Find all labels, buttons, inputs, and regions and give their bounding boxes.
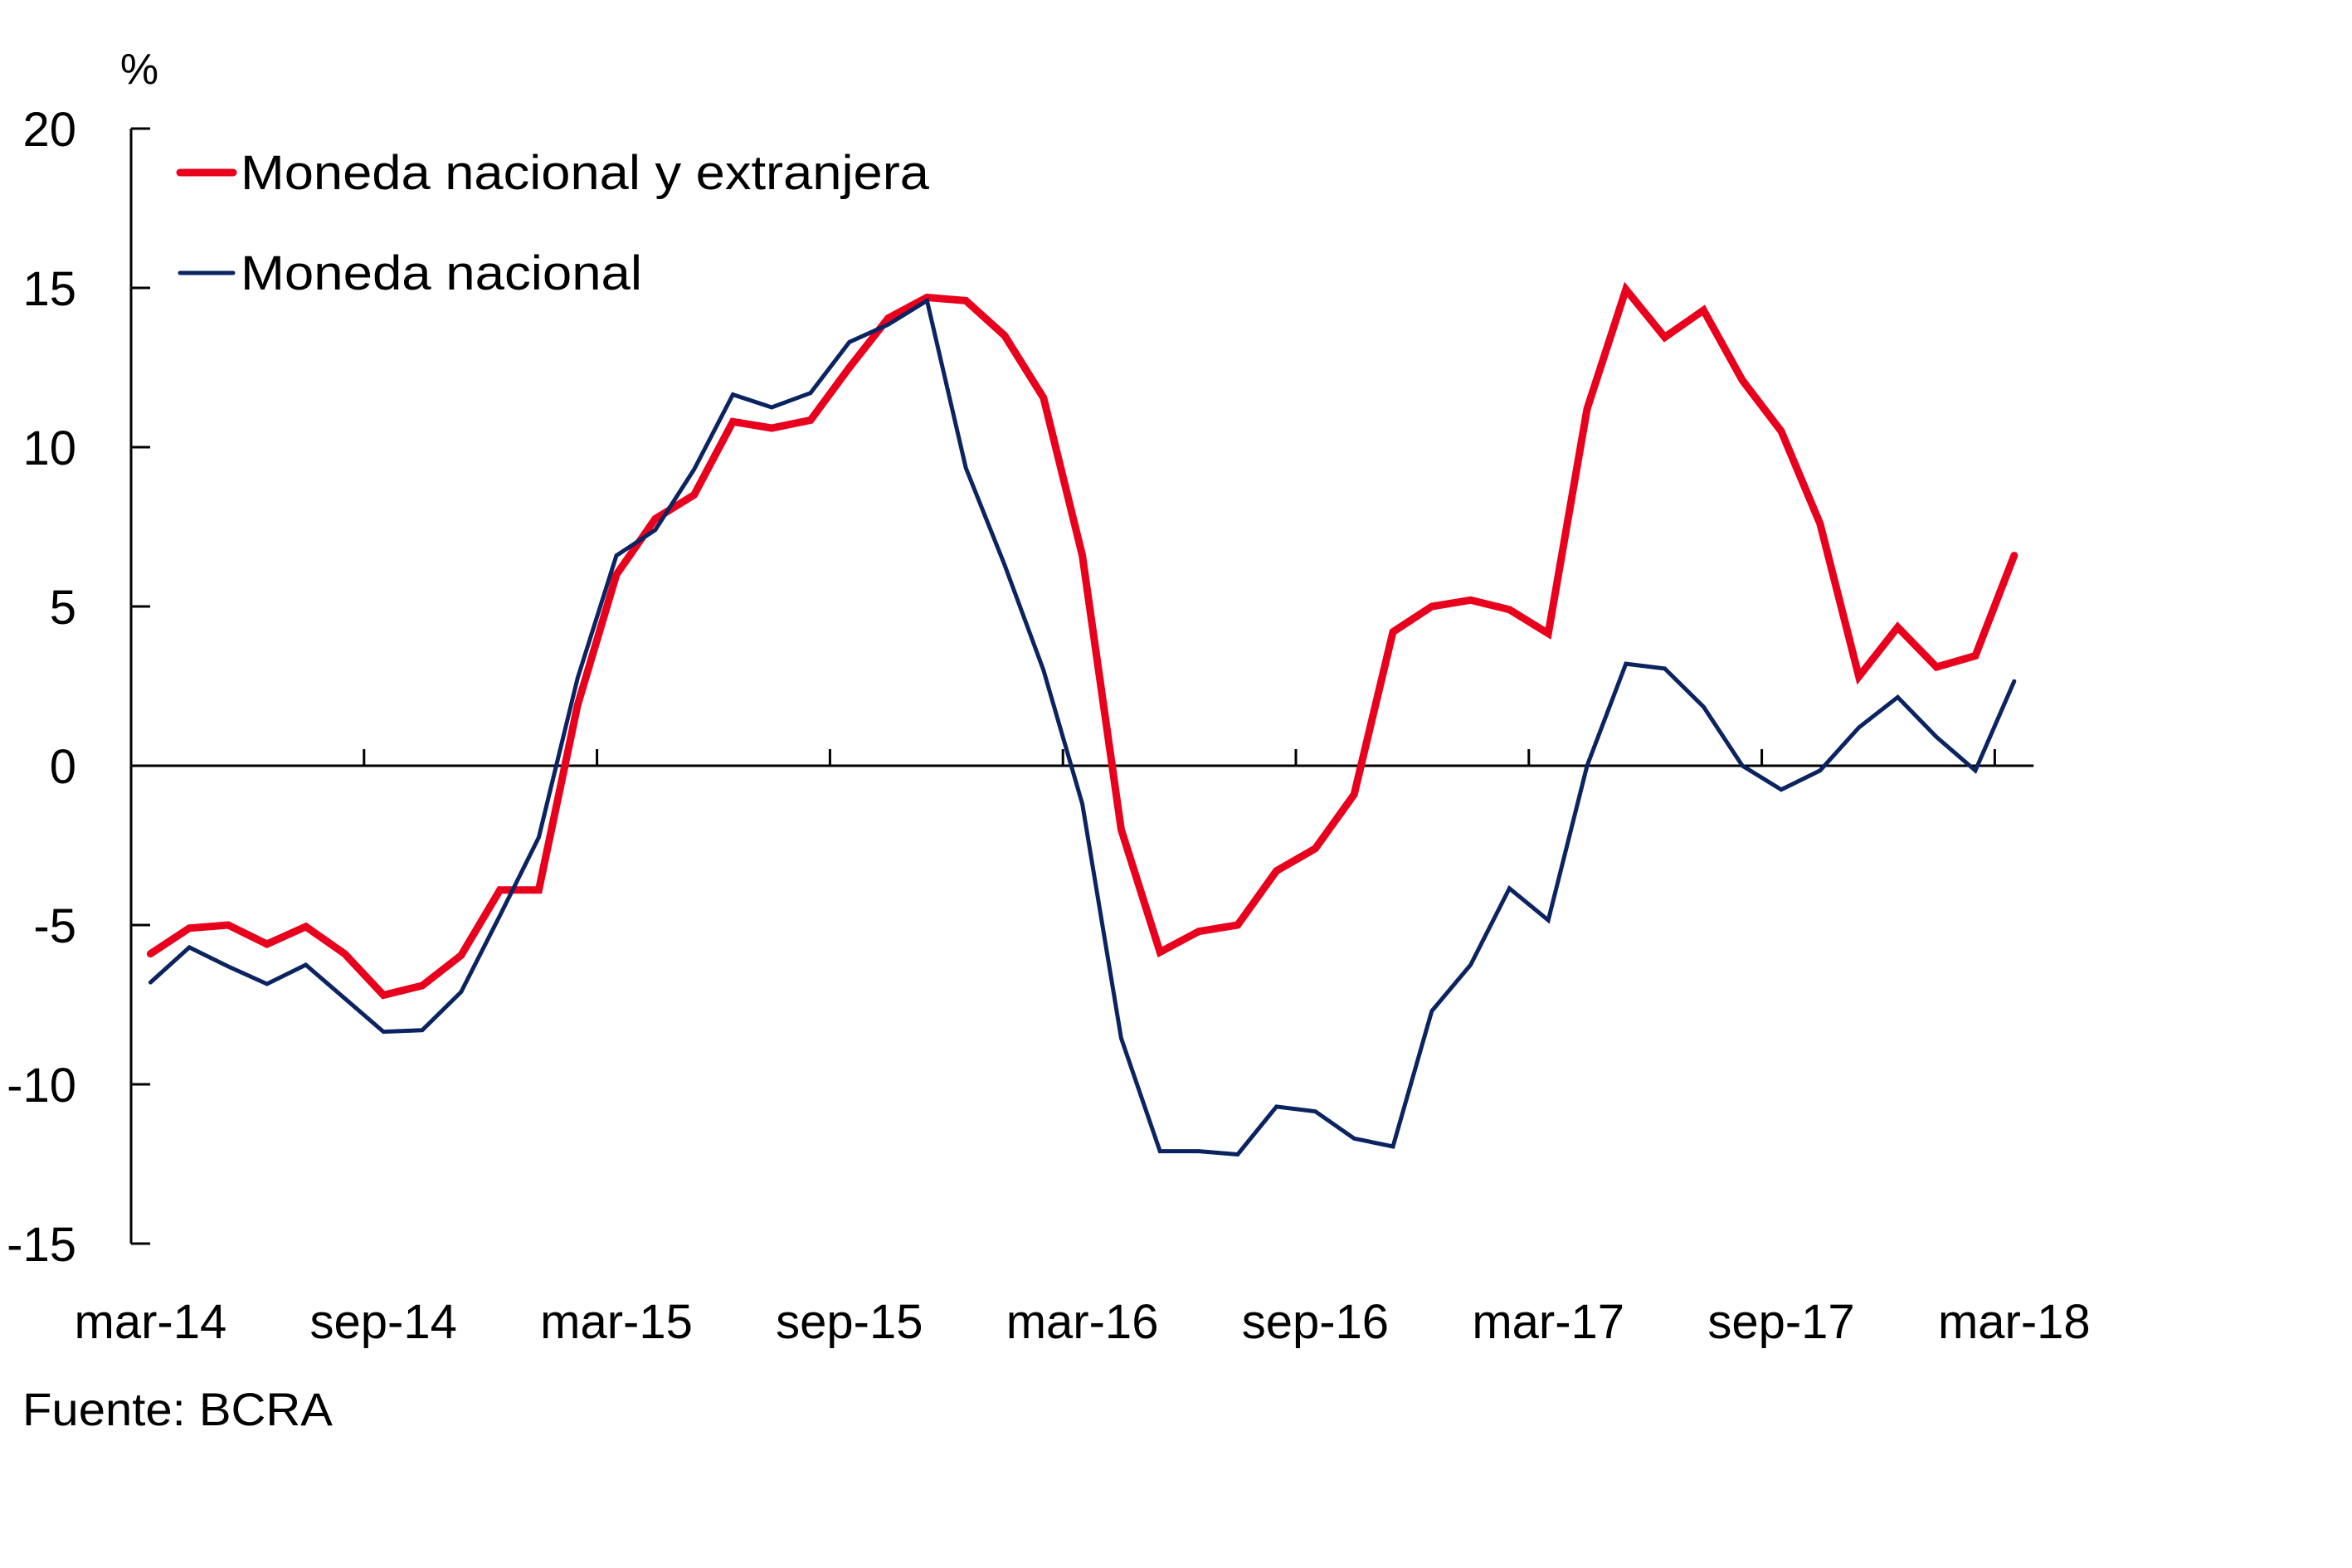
x-tick-label: mar-16 — [1006, 1295, 1159, 1349]
legend-label-moneda-nacional: Moneda nacional — [241, 246, 642, 300]
y-axis: 20 15 10 5 0 -5 -10 -15 — [7, 103, 150, 1272]
y-axis-unit-label: % — [120, 46, 158, 94]
legend: Moneda nacional y extranjera Moneda naci… — [176, 146, 930, 300]
y-tick-label: 20 — [22, 103, 76, 157]
y-tick-label: 15 — [22, 262, 76, 316]
y-tick-label: -10 — [7, 1059, 76, 1113]
legend-label-moneda-nacional-y-extranjera: Moneda nacional y extranjera — [241, 146, 930, 200]
y-tick-label: 10 — [22, 421, 76, 475]
x-tick-label: mar-15 — [540, 1295, 693, 1349]
y-tick-label: -15 — [7, 1218, 76, 1272]
x-tick-label: mar-18 — [1938, 1295, 2091, 1349]
x-tick-label: sep-17 — [1707, 1295, 1854, 1349]
y-tick-label: -5 — [33, 899, 76, 953]
x-tick-label: sep-16 — [1242, 1295, 1389, 1349]
x-tick-label: mar-17 — [1472, 1295, 1624, 1349]
source-note: Fuente: BCRA — [22, 1383, 334, 1435]
series-line-moneda-nacional-y-extranjera — [146, 281, 2018, 1000]
series-points-moneda-nacional-y-extranjera — [150, 289, 2014, 996]
x-tick-label: sep-15 — [776, 1295, 923, 1349]
y-tick-label: 5 — [50, 581, 76, 635]
series-line-moneda-nacional — [148, 297, 2017, 1157]
x-tick-label: sep-14 — [310, 1295, 457, 1349]
x-axis: mar-14 sep-14 mar-15 sep-15 mar-16 sep-16 mar-… — [75, 749, 2091, 1349]
series-layer — [146, 281, 2018, 1157]
x-tick-label: mar-14 — [75, 1295, 227, 1349]
series-points-moneda-nacional — [150, 300, 2014, 1155]
y-tick-label: 0 — [50, 740, 76, 794]
